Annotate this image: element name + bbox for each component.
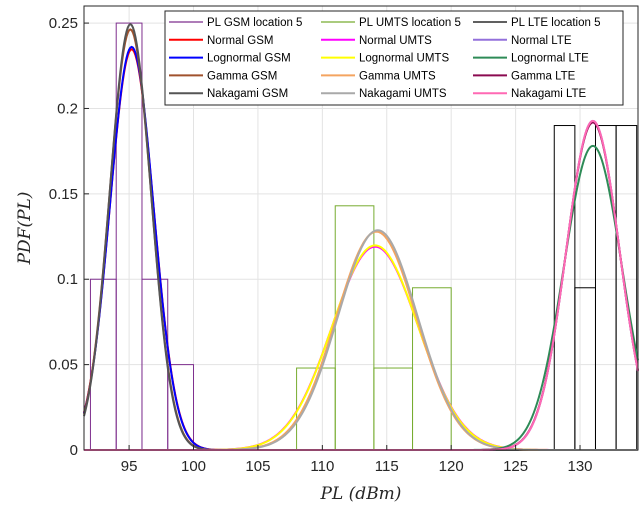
y-axis-label: PDF(PL) (15, 192, 35, 266)
x-tick-label: 115 (375, 458, 399, 475)
x-tick-label: 120 (439, 458, 464, 475)
y-tick-label: 0.15 (49, 186, 78, 203)
legend-entry: Normal LTE (511, 35, 572, 47)
legend-entry: Lognormal LTE (511, 53, 589, 65)
y-tick-label: 0.2 (57, 100, 78, 117)
y-tick-label: 0.05 (49, 357, 78, 374)
plot-frame (83, 5, 639, 451)
legend-entry: Nakagami UMTS (359, 88, 447, 100)
legend-entry: Nakagami GSM (207, 88, 288, 100)
axis-ticks: 95 100 105 110 115 120 125 130 0 0.05 0.1 0.15 0.2 0.… (49, 15, 593, 475)
histogram-bar (334, 205, 375, 451)
histogram-bar (615, 125, 638, 451)
x-tick-label: 100 (181, 458, 206, 475)
legend-entry: Nakagami LTE (511, 88, 587, 100)
pdf-curve-gamma-lte (84, 121, 639, 451)
legend-entry: Normal GSM (207, 35, 273, 47)
histogram-bar (373, 367, 414, 451)
legend-entry: PL LTE location 5 (511, 17, 601, 29)
x-tick-label: 130 (568, 458, 593, 475)
histogram-bar (574, 287, 596, 451)
legend-entry: PL UMTS location 5 (359, 17, 461, 29)
legend-entry: PL GSM location 5 (207, 17, 302, 29)
y-tick-label: 0.1 (57, 271, 78, 288)
x-axis-label: PL (dBm) (320, 484, 402, 504)
legend-entry: Lognormal UMTS (359, 53, 449, 65)
legend-entry: Gamma LTE (511, 70, 576, 82)
legend-entry: Normal UMTS (359, 35, 432, 47)
x-tick-label: 105 (245, 458, 270, 475)
y-tick-label: 0 (70, 442, 78, 459)
legend-entry: Gamma UMTS (359, 70, 436, 82)
legend-entry: Gamma GSM (207, 70, 277, 82)
legend: PL GSM location 5 PL UMTS location 5 PL LT… (164, 10, 624, 106)
y-tick-label: 0.25 (49, 15, 78, 32)
histogram-bar (553, 125, 576, 451)
pdf-curve-nakagami-lte (84, 119, 639, 451)
pdf-curve-normal-lte (84, 119, 639, 451)
legend-entry: Lognormal GSM (207, 53, 291, 65)
pdf-curve-lognormal-lte (84, 144, 639, 451)
x-tick-label: 125 (503, 458, 528, 475)
histogram-bar (412, 287, 452, 451)
legend-box (164, 10, 624, 106)
x-tick-label: 95 (121, 458, 138, 475)
x-tick-label: 110 (310, 458, 334, 475)
